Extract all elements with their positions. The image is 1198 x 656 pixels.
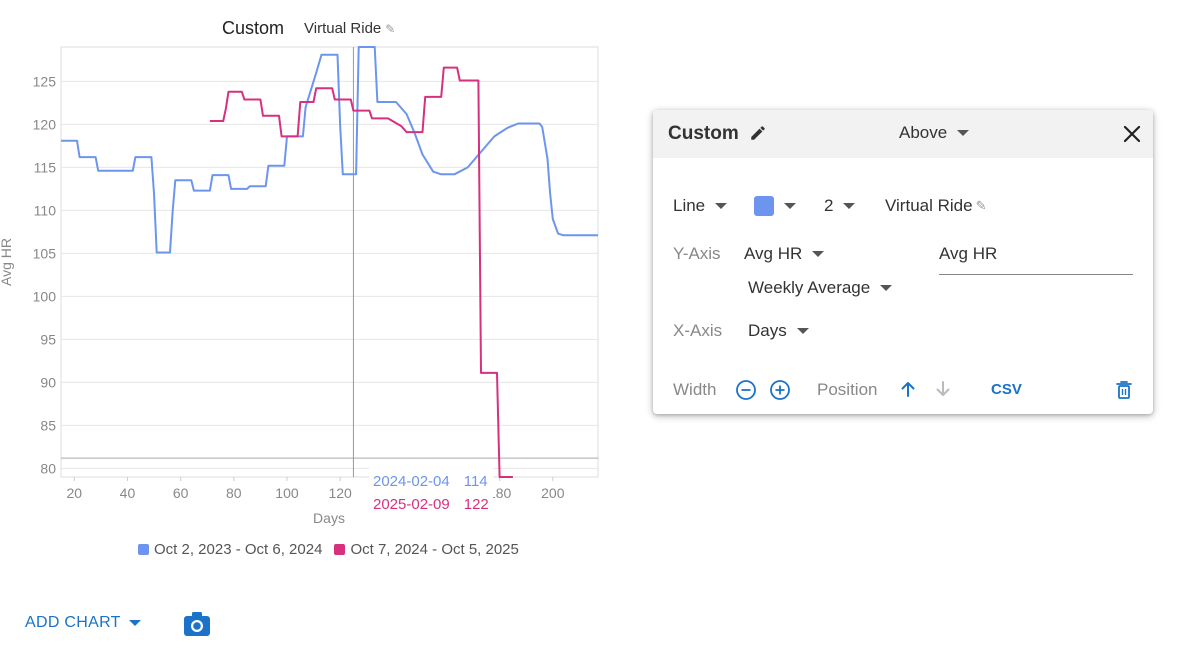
- y-axis-metric-dropdown[interactable]: Avg HR: [744, 244, 825, 264]
- caret-down-icon: [128, 620, 141, 626]
- line-chart: 80 85 90 95 100 105 110 115 120 125 20 40 60 80 100 120…: [0, 46, 599, 526]
- tooltip-row: 2025-02-09 122: [373, 493, 489, 516]
- minus-circle-icon[interactable]: [735, 379, 757, 401]
- legend-item[interactable]: Oct 7, 2024 - Oct 5, 2025: [334, 541, 519, 558]
- x-tick-label: 40: [120, 485, 136, 501]
- chart-axes: 80 85 90 95 100 105 110 115 120 125 20 40 60 80 100 120…: [33, 73, 565, 501]
- position-label: Position: [817, 380, 878, 399]
- tooltip-row: 2024-02-04 114: [373, 470, 489, 493]
- line-color-dropdown[interactable]: [754, 196, 796, 216]
- add-chart-label: ADD CHART: [25, 614, 121, 631]
- aggregation-value: Weekly Average: [748, 278, 871, 297]
- y-tick-label: 90: [40, 374, 56, 390]
- x-tick-label: 180: [488, 485, 512, 501]
- x-tick-label: 100: [275, 485, 299, 501]
- y-tick-label: 85: [40, 417, 56, 433]
- x-tick-label: 80: [226, 485, 242, 501]
- panel-title[interactable]: Custom: [668, 123, 739, 144]
- y-tick-label: 100: [33, 288, 57, 304]
- width-label: Width: [673, 380, 717, 399]
- x-axis-metric-dropdown[interactable]: Days: [748, 321, 809, 341]
- y-tick-label: 105: [33, 245, 57, 261]
- add-chart-button[interactable]: ADD CHART: [25, 614, 141, 632]
- tooltip-value: 114: [463, 473, 488, 490]
- x-tick-label: 200: [541, 485, 565, 501]
- line-width-dropdown[interactable]: 2: [824, 196, 856, 216]
- x-axis-metric-value: Days: [748, 321, 787, 340]
- legend-label: Oct 7, 2024 - Oct 5, 2025: [350, 541, 519, 558]
- chart-grid: [60, 46, 599, 478]
- tooltip-date: 2024-02-04: [373, 473, 450, 490]
- position-dropdown-value: Above: [899, 123, 948, 142]
- x-tick-label: 120: [328, 485, 352, 501]
- y-tick-label: 95: [40, 331, 56, 347]
- y-tick-label: 125: [33, 73, 57, 89]
- y-tick-label: 110: [34, 202, 57, 218]
- csv-button[interactable]: CSV: [991, 381, 1022, 398]
- y-tick-label: 80: [40, 460, 56, 476]
- tooltip-value: 122: [463, 496, 489, 513]
- tooltip-date: 2025-02-09: [373, 496, 450, 513]
- chart-legend: Oct 2, 2023 - Oct 6, 2024 Oct 7, 2024 - …: [138, 541, 519, 558]
- chart-settings-panel: Custom Above Line 2 Virtual Ride ✎ Y-Axi…: [653, 110, 1153, 414]
- y-axis-title-field[interactable]: Avg HR: [939, 244, 998, 263]
- x-tick-label: 20: [67, 485, 83, 501]
- caret-down-icon: [784, 203, 796, 209]
- pencil-icon[interactable]: [749, 124, 767, 142]
- caret-down-icon: [796, 328, 809, 334]
- line-width-value: 2: [824, 196, 834, 215]
- legend-item[interactable]: Oct 2, 2023 - Oct 6, 2024: [138, 541, 322, 558]
- close-icon[interactable]: [1122, 124, 1142, 144]
- chart-tooltip: 2024-02-04 114 2025-02-09 122: [369, 468, 493, 518]
- plus-circle-icon[interactable]: [769, 379, 791, 401]
- caret-down-icon: [812, 251, 825, 257]
- aggregation-dropdown[interactable]: Weekly Average: [748, 278, 893, 298]
- activity-filter[interactable]: Virtual Ride ✎: [885, 196, 986, 216]
- y-axis-label: Y-Axis: [673, 244, 721, 263]
- x-axis-label: X-Axis: [673, 321, 723, 340]
- pencil-icon[interactable]: ✎: [385, 21, 396, 36]
- panel-header: Custom Above: [653, 110, 1153, 158]
- x-axis-title: Days: [313, 510, 345, 526]
- field-underline: [939, 274, 1133, 275]
- position-dropdown[interactable]: Above: [899, 123, 970, 143]
- line-type-value: Line: [673, 196, 706, 215]
- legend-swatch: [138, 544, 149, 555]
- camera-icon[interactable]: [183, 611, 211, 637]
- chart-header: Custom Virtual Ride ✎: [222, 16, 395, 40]
- x-tick-label: 60: [173, 485, 189, 501]
- caret-down-icon: [715, 203, 728, 209]
- legend-swatch: [334, 544, 346, 555]
- caret-down-icon: [880, 285, 893, 291]
- series-line: [209, 66, 513, 478]
- chart-series: [61, 46, 598, 478]
- arrow-up-icon[interactable]: [898, 379, 918, 399]
- plot-border: [60, 46, 599, 478]
- trash-icon[interactable]: [1115, 380, 1133, 400]
- series-line: [61, 46, 598, 254]
- pencil-icon: ✎: [975, 198, 987, 213]
- chart-title[interactable]: Custom: [222, 17, 285, 38]
- legend-label: Oct 2, 2023 - Oct 6, 2024: [154, 541, 323, 558]
- chart-activity-label: Virtual Ride: [304, 19, 382, 37]
- color-swatch: [754, 196, 774, 216]
- caret-down-icon: [957, 130, 970, 136]
- arrow-down-icon[interactable]: [933, 379, 953, 399]
- chart-activity-filter[interactable]: Virtual Ride ✎: [304, 20, 395, 37]
- y-axis-metric-value: Avg HR: [744, 244, 803, 263]
- y-axis-title: Avg HR: [0, 238, 14, 286]
- y-tick-label: 115: [34, 159, 57, 175]
- caret-down-icon: [843, 203, 856, 209]
- activity-label: Virtual Ride: [885, 196, 973, 215]
- line-type-dropdown[interactable]: Line: [673, 196, 728, 216]
- y-tick-label: 120: [33, 116, 57, 132]
